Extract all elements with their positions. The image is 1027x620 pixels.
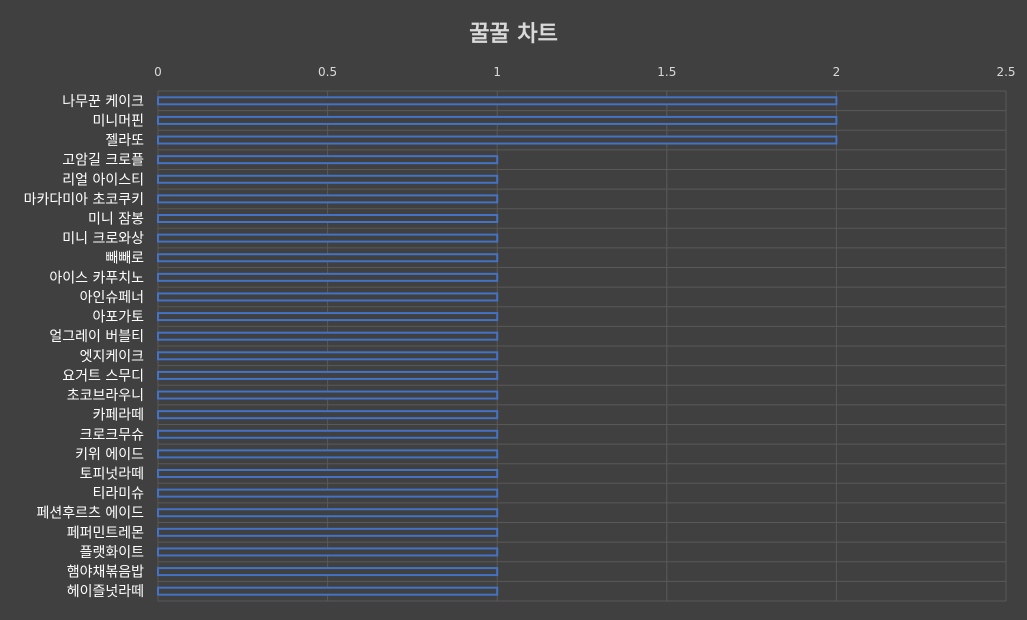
bar (157, 292, 499, 302)
bar (157, 586, 499, 596)
category-label: 플랫화이트 (80, 545, 145, 561)
bar (157, 331, 499, 341)
bar (157, 567, 499, 577)
x-tick-label: 0 (154, 65, 162, 79)
category-label: 크로크무슈 (80, 427, 145, 443)
category-label: 미니 잠봉 (88, 212, 144, 228)
category-label: 햄야채볶음밥 (67, 565, 144, 581)
bar (157, 214, 499, 223)
bar (157, 547, 499, 557)
bar (157, 429, 499, 439)
category-label: 초코브라우니 (67, 388, 144, 404)
category-label: 얼그레이 버블티 (49, 329, 144, 345)
bar (157, 351, 499, 361)
category-label: 헤이즐넛라떼 (67, 584, 144, 600)
bar (157, 488, 499, 498)
bar (157, 312, 499, 322)
bar (157, 233, 499, 243)
bar (157, 449, 499, 459)
bar (157, 155, 499, 165)
x-tick-label: 0.5 (318, 65, 337, 79)
bar (157, 96, 838, 106)
bar (157, 253, 499, 263)
category-label: 토피넛라떼 (80, 467, 144, 483)
bar (157, 135, 838, 145)
category-label: 마카다미아 초코쿠키 (24, 192, 144, 208)
category-label: 아이스 카푸치노 (49, 270, 144, 286)
x-tick-label: 2 (833, 65, 841, 79)
bar (157, 469, 499, 478)
category-label: 티라미슈 (92, 486, 144, 502)
bar (157, 508, 499, 518)
x-tick-label: 2.5 (996, 65, 1015, 79)
x-tick-label: 1 (493, 65, 501, 79)
category-label: 요거트 스무디 (62, 368, 144, 384)
bar (157, 174, 499, 184)
category-label: 고암길 크로플 (62, 153, 144, 169)
category-label: 미니머핀 (92, 113, 144, 129)
category-label: 미니 크로와상 (62, 231, 144, 247)
x-tick-label: 1.5 (657, 65, 676, 79)
bar (157, 194, 499, 204)
category-label: 리얼 아이스티 (62, 172, 144, 188)
category-label: 나무꾼 케이크 (62, 94, 144, 110)
bar (157, 390, 499, 400)
category-label: 젤라또 (105, 133, 144, 149)
bar (157, 527, 499, 537)
category-label: 카페라떼 (92, 408, 144, 424)
category-label: 빼빼로 (105, 251, 144, 267)
category-label: 페션후르츠 에이드 (37, 506, 145, 522)
category-label: 키위 에이드 (75, 447, 144, 463)
category-label: 엣지케이크 (80, 349, 145, 365)
bar (157, 370, 499, 380)
bar (157, 272, 499, 282)
category-label: 아포가토 (92, 310, 144, 326)
chart-title: 꿀꿀 차트 (469, 22, 558, 47)
bar (157, 410, 499, 420)
category-label: 아인슈페너 (80, 290, 144, 306)
category-label: 페퍼민트레몬 (67, 525, 144, 541)
bar (157, 115, 838, 125)
